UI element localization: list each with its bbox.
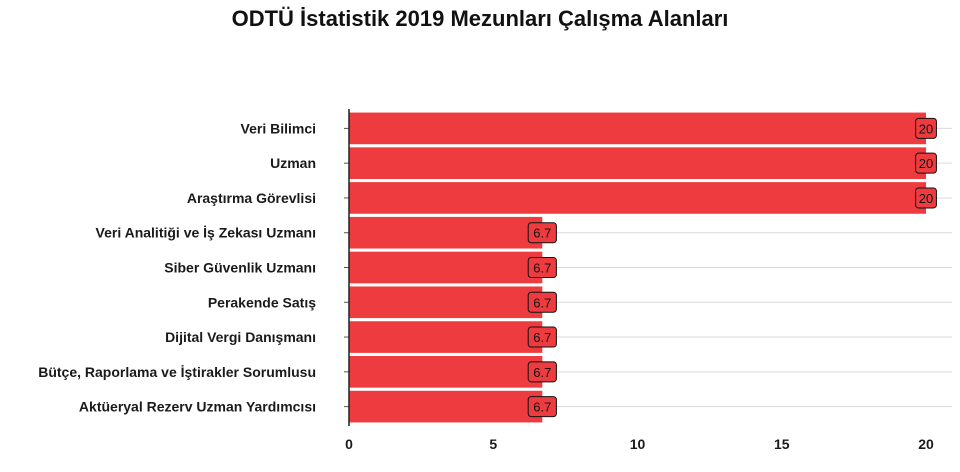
data-label-box (527, 222, 557, 244)
category-label: Bütçe, Raporlama ve İştirakler Sorumlusu (38, 364, 316, 380)
bars (349, 112, 927, 423)
bar (349, 251, 543, 284)
chart-title: ODTÜ İstatistik 2019 Mezunları Çalışma A… (231, 6, 729, 31)
category-label: Aktüeryal Rezerv Uzman Yardımcısı (79, 399, 316, 415)
data-label-box (915, 187, 937, 209)
data-labels: 20 20 20 6.7 6.7 6.7 6.7 6.7 6.7 (527, 117, 937, 418)
category-label: Veri Analitiği ve İş Zekası Uzmanı (96, 225, 316, 241)
bar (349, 356, 543, 388)
bar (349, 147, 927, 179)
data-label-box (527, 291, 557, 313)
category-label: Dijital Vergi Danışmanı (165, 329, 316, 345)
data-label: 20 (919, 156, 933, 171)
x-tick-label: 0 (345, 436, 353, 452)
bar (349, 390, 543, 423)
x-tick-labels: 0 5 10 15 20 (345, 436, 934, 452)
bar (349, 321, 543, 353)
data-label: 6.7 (533, 226, 551, 241)
category-label: Uzman (270, 155, 316, 171)
data-label: 6.7 (533, 261, 551, 276)
x-tick-label: 20 (918, 436, 934, 452)
x-tick-label: 10 (630, 436, 646, 452)
bar (349, 112, 927, 145)
category-label: Perakende Satış (208, 294, 316, 310)
category-label: Siber Güvenlik Uzmanı (164, 260, 316, 276)
data-label-box (915, 117, 937, 139)
data-label-box (527, 326, 557, 348)
data-label-box (527, 361, 557, 383)
bar (349, 216, 543, 249)
x-tick-label: 15 (774, 436, 790, 452)
data-label-box (915, 152, 937, 174)
data-label: 6.7 (533, 330, 551, 345)
data-label: 6.7 (533, 400, 551, 415)
category-labels: Veri Bilimci Uzman Araştırma Görevlisi Veri… (38, 120, 316, 414)
bar (349, 286, 543, 319)
data-label: 6.7 (533, 365, 551, 380)
category-label: Araştırma Görevlisi (187, 190, 316, 206)
data-label-box (527, 257, 557, 278)
x-tick-label: 5 (489, 436, 497, 452)
data-label: 20 (919, 121, 933, 136)
data-label-box (527, 396, 557, 418)
category-label: Veri Bilimci (241, 120, 316, 136)
data-label: 20 (919, 191, 933, 206)
data-label: 6.7 (533, 295, 551, 310)
bar (349, 182, 927, 214)
